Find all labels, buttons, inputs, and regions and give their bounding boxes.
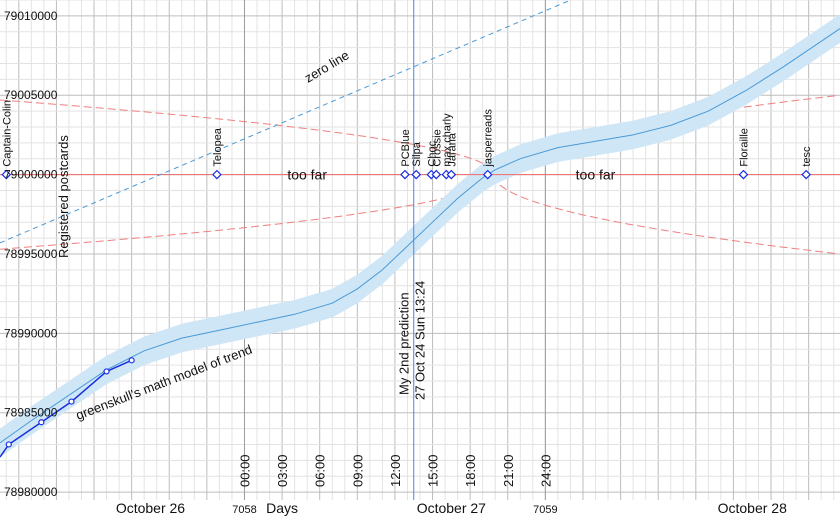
prediction-name-label: jasperreads — [483, 109, 495, 168]
day-number-label: 7059 — [533, 504, 557, 516]
registered-point — [103, 368, 110, 375]
envelope-curve — [0, 181, 490, 250]
registered-point — [128, 357, 135, 364]
hour-tick-label: 21:00 — [501, 454, 516, 487]
hour-tick-label: 06:00 — [313, 454, 328, 487]
grid — [0, 0, 840, 500]
prediction-name-label: Floraille — [738, 128, 750, 167]
zero-line — [0, 0, 572, 244]
y-tick-label: 78990000 — [4, 326, 58, 340]
envelope-curve — [0, 99, 490, 168]
y-tick-label: 79000000 — [4, 168, 58, 182]
day-label: October 28 — [718, 500, 787, 516]
day-label: October 27 — [417, 500, 486, 516]
trend-line — [0, 28, 840, 444]
prediction-marker — [400, 169, 410, 180]
registered-point — [38, 419, 45, 426]
data-series — [0, 28, 840, 458]
hour-tick-label: 09:00 — [350, 454, 365, 487]
hour-tick-label: 15:00 — [426, 454, 441, 487]
y-tick-label: 78995000 — [4, 247, 58, 261]
prediction-name-label: Crossie — [431, 129, 443, 166]
prediction-name-label: tesc — [801, 146, 813, 167]
hour-tick-label: 00:00 — [237, 454, 252, 487]
prediction-name-label: Silpa — [411, 141, 423, 166]
day-number-label: 7058 — [232, 504, 256, 516]
prediction-marker — [1, 169, 12, 180]
prediction-name-label: Jarana — [446, 132, 458, 167]
prediction-label-line1: My 2nd prediction — [397, 292, 412, 395]
prediction-marker — [738, 169, 749, 180]
prediction-label-line2: 27 Oct 24 Sun 13:24 — [413, 281, 428, 400]
trend-confidence-band — [0, 14, 840, 458]
prediction-marker — [482, 169, 493, 180]
trend-band — [0, 14, 840, 458]
registered-series-label: Registered postcards — [56, 135, 71, 258]
prediction-marker — [411, 169, 422, 180]
registered-point — [68, 398, 75, 405]
day-label: October 26 — [116, 500, 185, 516]
prediction-name-label: Telopea — [212, 127, 224, 166]
envelope-curve — [493, 174, 839, 255]
hour-tick-label: 03:00 — [275, 454, 290, 487]
hour-tick-label: 12:00 — [388, 454, 403, 487]
y-tick-label: 79010000 — [4, 9, 58, 23]
prediction-markers — [1, 169, 811, 180]
registered-point — [5, 441, 12, 448]
prediction-name-label: PCBlue — [400, 129, 412, 166]
days-axis-label: Days — [266, 500, 298, 516]
prediction-marker — [212, 169, 222, 180]
y-tick-label: 79005000 — [4, 88, 58, 102]
prediction-name-label: Captain-Colin — [1, 100, 13, 167]
hour-tick-label: 18:00 — [463, 454, 478, 487]
too-far-label: too far — [576, 167, 616, 183]
y-tick-label: 78980000 — [4, 485, 58, 499]
prediction-marker — [446, 169, 457, 180]
hour-tick-label: 24:00 — [538, 454, 553, 487]
prediction-name-label: Choc — [426, 140, 438, 166]
y-tick-label: 78985000 — [4, 406, 58, 420]
prediction-marker — [801, 169, 811, 180]
prediction-marker — [431, 169, 442, 180]
too-far-label: too far — [287, 167, 327, 183]
prediction-name-label: max.charly — [441, 113, 453, 167]
